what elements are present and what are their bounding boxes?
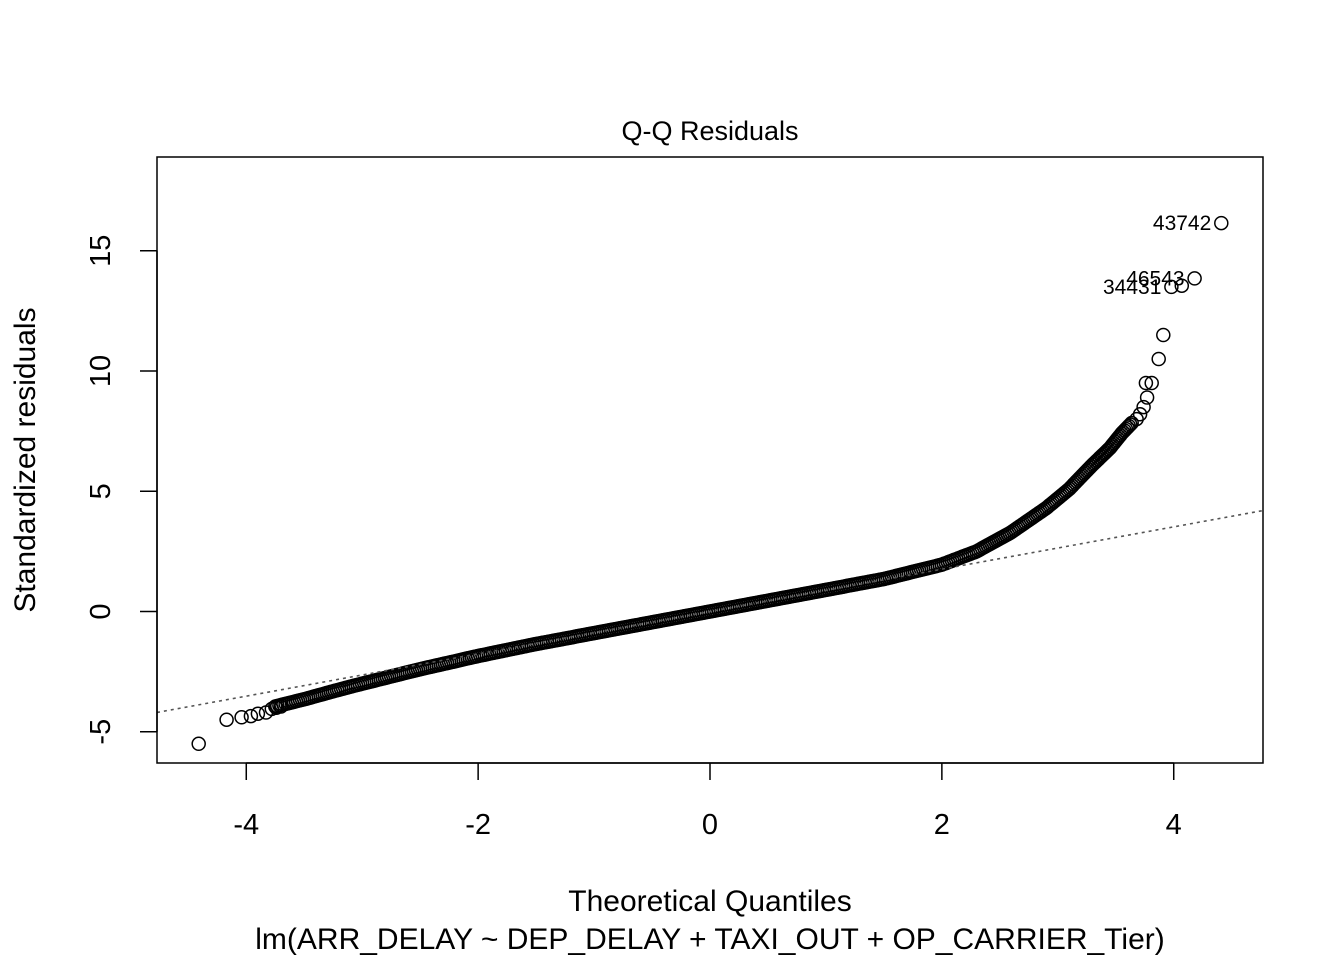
data-point <box>1139 390 1155 405</box>
data-point <box>1214 215 1229 231</box>
data-point <box>234 710 249 725</box>
y-tick-label: 10 <box>85 355 117 387</box>
x-tick-label: 4 <box>1166 809 1182 841</box>
point-label: 43742 <box>1153 212 1211 235</box>
data-point <box>250 706 266 721</box>
data-point <box>1144 375 1159 391</box>
data-point <box>1174 278 1190 293</box>
y-tick-label: -5 <box>85 719 117 745</box>
data-point <box>1129 411 1144 427</box>
data-point <box>243 708 259 724</box>
data-points <box>191 215 1229 752</box>
data-point <box>1164 279 1179 295</box>
y-tick-label: 0 <box>85 603 117 619</box>
y-axis: -5 0 5 10 15 <box>85 235 158 745</box>
x-tick-label: -4 <box>233 809 259 841</box>
y-tick-label: 15 <box>85 235 117 267</box>
data-point <box>1138 375 1154 391</box>
point-label: 46543 <box>1126 267 1184 290</box>
subtitle: lm(ARR_DELAY ~ DEP_DELAY + TAXI_OUT + OP… <box>255 923 1164 956</box>
data-point <box>191 736 206 752</box>
data-point <box>1156 327 1171 343</box>
point-label: 34431 <box>1103 276 1161 299</box>
y-axis-label: Standardized residuals <box>9 307 42 612</box>
x-tick-label: 0 <box>702 809 718 841</box>
x-tick-label: -2 <box>465 809 491 841</box>
y-tick-label: 5 <box>85 483 117 499</box>
data-point <box>1187 271 1202 286</box>
reference-line <box>156 509 1264 714</box>
x-axis-label: Theoretical Quantiles <box>568 885 851 918</box>
data-point <box>1132 407 1148 422</box>
data-point <box>1124 415 1139 431</box>
data-point <box>273 699 289 714</box>
x-axis: -4 -2 0 2 4 <box>233 762 1182 841</box>
data-point <box>219 712 234 727</box>
x-tick-label: 2 <box>934 809 950 841</box>
data-point <box>1151 351 1166 367</box>
data-point <box>1120 420 1135 435</box>
data-point <box>1136 399 1151 415</box>
chart-title: Q-Q Residuals <box>621 116 798 146</box>
